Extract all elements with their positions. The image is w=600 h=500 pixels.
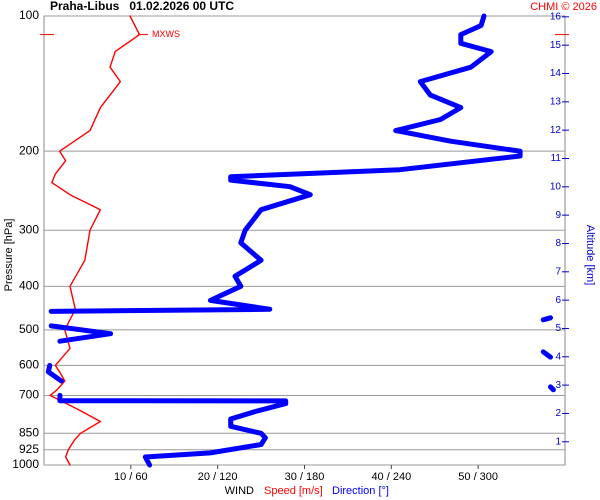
y2-tick-label: 6 xyxy=(555,295,561,306)
y2-tick-label: 2 xyxy=(555,408,561,419)
y2-tick-label: 10 xyxy=(550,181,562,192)
y2-tick-label: 4 xyxy=(555,351,561,362)
y-tick-label: 925 xyxy=(19,442,39,456)
x-tick-label: 40 / 240 xyxy=(371,471,411,483)
x-tick-label: 50 / 300 xyxy=(458,471,498,483)
y-tick-label: 300 xyxy=(19,222,39,236)
y2-tick-label: 5 xyxy=(555,323,561,334)
y-tick-label: 700 xyxy=(19,388,39,402)
y2-tick-label: 14 xyxy=(550,68,562,79)
annotation: MXWS xyxy=(152,29,180,39)
y2-tick-label: 13 xyxy=(550,96,562,107)
y-tick-label: 1000 xyxy=(12,457,39,471)
y-tick-label: 200 xyxy=(19,143,39,157)
y2-tick-label: 9 xyxy=(555,210,561,221)
direction-line xyxy=(45,13,556,468)
y2-tick-label: 15 xyxy=(550,40,562,51)
y-tick-label: 850 xyxy=(19,425,39,439)
y2-tick-label: 8 xyxy=(555,238,561,249)
y2-tick-label: 11 xyxy=(551,153,562,164)
x-tick-label: 20 / 120 xyxy=(198,471,238,483)
y2-tick-label: 1 xyxy=(555,436,561,447)
y2-tick-label: 7 xyxy=(555,266,561,277)
x-tick-label: 10 / 60 xyxy=(114,471,148,483)
x-axis-label: WIND xyxy=(225,485,254,497)
y2-tick-label: 3 xyxy=(555,380,561,391)
chart-title: Praha-Libus 01.02.2026 00 UTC xyxy=(50,0,234,13)
y2-tick-label: 16 xyxy=(550,11,562,22)
y2-axis-label: Altitude [km] xyxy=(584,225,596,286)
legend-direction: Direction [°] xyxy=(332,485,389,497)
y2-tick-label: 12 xyxy=(550,125,562,136)
legend-speed: Speed [m/s] xyxy=(264,485,323,497)
y-tick-label: 500 xyxy=(19,322,39,336)
x-tick-label: 30 / 180 xyxy=(285,471,325,483)
y-axis-label: Pressure [hPa] xyxy=(3,219,15,292)
y-tick-label: 400 xyxy=(19,278,39,292)
credit: CHMI © 2026 xyxy=(530,1,597,13)
speed-line xyxy=(49,15,141,466)
y-tick-label: 600 xyxy=(19,358,39,372)
y-tick-label: 100 xyxy=(19,8,39,22)
